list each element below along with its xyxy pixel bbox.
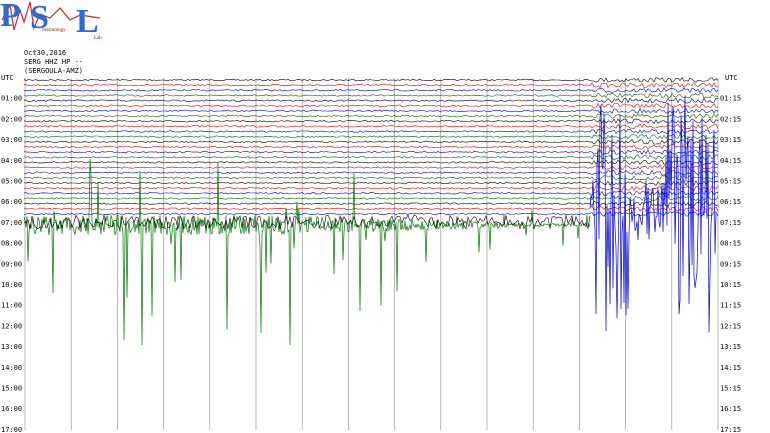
right-tick-label: 13:15 [720, 343, 741, 351]
right-tick-label: 14:15 [720, 364, 741, 372]
logo-wave [1, 1, 101, 31]
trace-green [23, 159, 591, 346]
left-tick-label: 15:00 [1, 385, 22, 393]
right-tick-label: 05:15 [720, 178, 741, 186]
left-tick-label: 04:00 [1, 157, 22, 165]
trace [23, 123, 719, 130]
left-tick-label: 09:00 [1, 260, 22, 268]
trace [23, 154, 719, 161]
trace [23, 77, 719, 83]
trace [24, 169, 719, 176]
right-tick-label: 10:15 [720, 281, 741, 289]
left-axis-label: UTC [1, 74, 14, 82]
trace [24, 164, 719, 171]
right-tick-label: 15:15 [720, 385, 741, 393]
trace [23, 102, 719, 109]
right-axis-label: UTC [725, 74, 738, 82]
left-tick-label: 16:00 [1, 405, 22, 413]
logo-small: Seismology [42, 28, 66, 33]
header-line: Oct30,2016 [24, 49, 66, 57]
trace-blue [589, 95, 717, 333]
left-tick-label: 14:00 [1, 364, 22, 372]
right-tick-label: 11:15 [720, 302, 741, 310]
logo-letter: P [0, 0, 21, 34]
trace [23, 138, 719, 145]
right-tick-label: 03:15 [720, 136, 741, 144]
trace [23, 180, 718, 186]
right-tick-label: 04:15 [720, 157, 741, 165]
trace [23, 97, 719, 104]
logo-letter: L [76, 3, 99, 40]
left-tick-label: 03:00 [1, 136, 22, 144]
trace [23, 92, 719, 99]
trace [23, 159, 718, 166]
left-tick-label: 10:00 [1, 281, 22, 289]
left-tick-label: 06:00 [1, 198, 22, 206]
header-line: SERG HHZ HP -- [24, 58, 83, 66]
left-tick-label: 12:00 [1, 322, 22, 330]
trace [23, 144, 719, 150]
right-tick-label: 02:15 [720, 115, 741, 123]
left-tick-label: 08:00 [1, 240, 22, 248]
right-tick-label: 07:15 [720, 219, 741, 227]
trace [23, 87, 719, 94]
left-tick-label: 05:00 [1, 178, 22, 186]
trace [23, 128, 719, 135]
trace [23, 113, 719, 119]
right-tick-label: 12:15 [720, 322, 741, 330]
left-tick-label: 01:00 [1, 95, 22, 103]
right-tick-label: 01:15 [720, 95, 741, 103]
right-tick-label: 09:15 [720, 260, 741, 268]
trace [23, 133, 719, 140]
right-tick-label: 17:15 [720, 426, 741, 433]
trace [23, 185, 719, 192]
left-tick-label: 17:00 [1, 426, 22, 433]
right-tick-label: 08:15 [720, 240, 741, 248]
trace [23, 118, 719, 124]
trace-black [23, 214, 591, 230]
left-tick-label: 07:00 [1, 219, 22, 227]
left-tick-label: 13:00 [1, 343, 22, 351]
logo-letter: S [30, 0, 49, 36]
right-tick-label: 06:15 [720, 198, 741, 206]
header-line: (SERGOULA-AMZ) [24, 67, 83, 75]
trace [23, 82, 719, 89]
logo-small: Lab [94, 36, 102, 41]
trace [23, 149, 719, 155]
right-tick-label: 16:15 [720, 405, 741, 413]
left-tick-label: 11:00 [1, 302, 22, 310]
left-tick-label: 02:00 [1, 115, 22, 123]
trace [23, 107, 719, 114]
trace [23, 175, 719, 181]
